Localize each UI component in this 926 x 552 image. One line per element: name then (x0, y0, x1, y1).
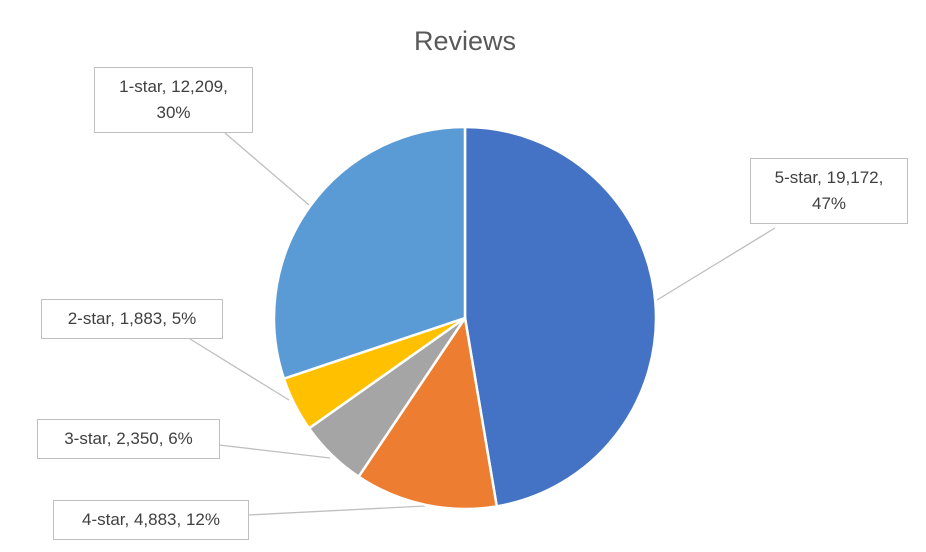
category-label: 1-star (119, 77, 162, 96)
label-separator: , (161, 77, 172, 96)
data-label: 2-star, 1,883, 5% (41, 299, 223, 339)
leader-line (218, 444, 331, 459)
label-separator: , (176, 510, 186, 529)
leader-line (189, 338, 290, 401)
label-separator: , (158, 429, 169, 448)
value-label: 1,883 (119, 309, 163, 328)
percent-label: 6% (168, 429, 193, 448)
percent-label: 30% (156, 103, 191, 122)
leader-line (656, 227, 776, 301)
pie-slice (463, 125, 658, 508)
value-label: 12,209 (171, 77, 224, 96)
chart-title: Reviews (414, 26, 516, 56)
leader-lines (189, 132, 776, 516)
value-label: 19,172 (826, 168, 879, 187)
label-separator: , (106, 429, 117, 448)
value-label: 2,350 (116, 429, 159, 448)
label-separator: , (223, 77, 228, 96)
label-separator: , (162, 309, 172, 328)
label-separator: , (817, 168, 827, 187)
value-label: 4,883 (133, 510, 177, 529)
category-label: 3-star (64, 429, 107, 448)
pie-slice (272, 125, 467, 381)
data-label: 3-star, 2,350, 6% (37, 419, 220, 459)
label-separator: , (878, 168, 884, 187)
leader-line (247, 505, 426, 516)
category-label: 5-star (774, 168, 818, 187)
data-label: 1-star, 12,209, 30% (94, 67, 253, 133)
data-label: 4-star, 4,883, 12% (53, 500, 249, 540)
pie-slice (356, 314, 499, 511)
percent-label: 12% (185, 510, 220, 529)
percent-label: 47% (811, 194, 847, 213)
leader-line (224, 132, 310, 206)
category-label: 4-star (81, 510, 125, 529)
label-separator: , (124, 510, 134, 529)
percent-label: 5% (171, 309, 197, 328)
pie (272, 125, 658, 511)
data-label: 5-star, 19,172, 47% (750, 158, 908, 224)
label-separator: , (110, 309, 120, 328)
category-label: 2-star (67, 309, 111, 328)
